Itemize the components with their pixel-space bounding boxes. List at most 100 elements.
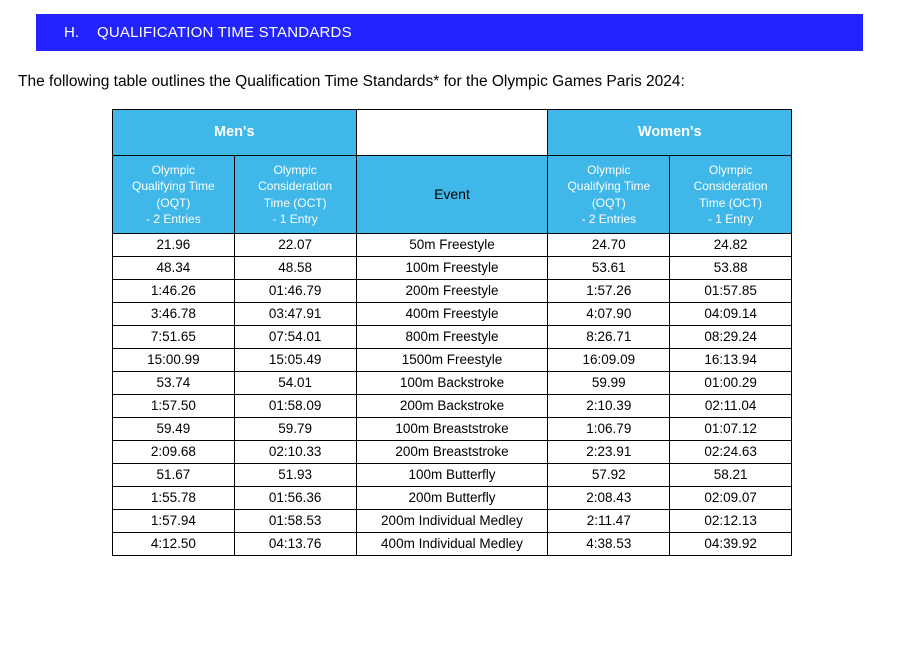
w-oct-cell: 04:09.14 xyxy=(670,303,792,326)
m-oqt-cell: 1:57.94 xyxy=(113,510,235,533)
m-oqt-cell: 3:46.78 xyxy=(113,303,235,326)
event-header-blank xyxy=(356,110,548,156)
table-row: 51.6751.93100m Butterfly57.9258.21 xyxy=(113,464,792,487)
section-title: QUALIFICATION TIME STANDARDS xyxy=(97,24,352,41)
w-oqt-cell: 8:26.71 xyxy=(548,326,670,349)
event-cell: 200m Butterfly xyxy=(356,487,548,510)
m-oqt-cell: 1:55.78 xyxy=(113,487,235,510)
event-cell: 100m Breaststroke xyxy=(356,418,548,441)
event-column-header: Event xyxy=(356,156,548,234)
table-row: 1:57.9401:58.53200m Individual Medley2:1… xyxy=(113,510,792,533)
m-oct-cell: 04:13.76 xyxy=(234,533,356,556)
w-oct-cell: 02:09.07 xyxy=(670,487,792,510)
m-oct-cell: 01:58.53 xyxy=(234,510,356,533)
section-header-bar: H. QUALIFICATION TIME STANDARDS xyxy=(36,14,863,51)
event-cell: 200m Freestyle xyxy=(356,280,548,303)
table-row: 7:51.6507:54.01800m Freestyle8:26.7108:2… xyxy=(113,326,792,349)
event-cell: 200m Backstroke xyxy=(356,395,548,418)
w-oqt-cell: 53.61 xyxy=(548,257,670,280)
standards-table-wrap: Men's Women's Olympic Qualifying Time (O… xyxy=(112,109,792,556)
w-oct-cell: 53.88 xyxy=(670,257,792,280)
table-row: 4:12.5004:13.76400m Individual Medley4:3… xyxy=(113,533,792,556)
w-oqt-cell: 2:08.43 xyxy=(548,487,670,510)
w-oqt-cell: 2:23.91 xyxy=(548,441,670,464)
w-oct-cell: 02:12.13 xyxy=(670,510,792,533)
m-oqt-cell: 51.67 xyxy=(113,464,235,487)
event-cell: 200m Individual Medley xyxy=(356,510,548,533)
table-row: 48.3448.58100m Freestyle53.6153.88 xyxy=(113,257,792,280)
w-oct-cell: 24.82 xyxy=(670,234,792,257)
w-oqt-cell: 4:38.53 xyxy=(548,533,670,556)
m-oct-cell: 07:54.01 xyxy=(234,326,356,349)
event-cell: 800m Freestyle xyxy=(356,326,548,349)
w-oqt-cell: 4:07.90 xyxy=(548,303,670,326)
w-oct-cell: 04:39.92 xyxy=(670,533,792,556)
mens-header: Men's xyxy=(113,110,357,156)
m-oct-cell: 01:56.36 xyxy=(234,487,356,510)
w-oct-cell: 08:29.24 xyxy=(670,326,792,349)
m-oct-cell: 22.07 xyxy=(234,234,356,257)
table-row: 2:09.6802:10.33200m Breaststroke2:23.910… xyxy=(113,441,792,464)
w-oqt-cell: 2:10.39 xyxy=(548,395,670,418)
m-oqt-cell: 1:57.50 xyxy=(113,395,235,418)
m-oct-cell: 59.79 xyxy=(234,418,356,441)
m-oct-cell: 51.93 xyxy=(234,464,356,487)
w-oct-cell: 01:00.29 xyxy=(670,372,792,395)
m-oqt-cell: 59.49 xyxy=(113,418,235,441)
w-oqt-cell: 2:11.47 xyxy=(548,510,670,533)
table-row: 59.4959.79100m Breaststroke1:06.7901:07.… xyxy=(113,418,792,441)
event-cell: 1500m Freestyle xyxy=(356,349,548,372)
standards-table: Men's Women's Olympic Qualifying Time (O… xyxy=(112,109,792,556)
m-oct-cell: 15:05.49 xyxy=(234,349,356,372)
w-oqt-cell: 24.70 xyxy=(548,234,670,257)
w-oct-cell: 16:13.94 xyxy=(670,349,792,372)
event-cell: 100m Backstroke xyxy=(356,372,548,395)
event-cell: 100m Freestyle xyxy=(356,257,548,280)
m-oct-cell: 01:46.79 xyxy=(234,280,356,303)
w-oqt-cell: 57.92 xyxy=(548,464,670,487)
table-row: 1:46.2601:46.79200m Freestyle1:57.2601:5… xyxy=(113,280,792,303)
table-row: 21.9622.0750m Freestyle24.7024.82 xyxy=(113,234,792,257)
w-oqt-cell: 59.99 xyxy=(548,372,670,395)
w-oct-cell: 01:07.12 xyxy=(670,418,792,441)
section-letter: H. xyxy=(64,24,79,41)
m-oqt-cell: 4:12.50 xyxy=(113,533,235,556)
table-row: 1:57.5001:58.09200m Backstroke2:10.3902:… xyxy=(113,395,792,418)
table-row: 53.7454.01100m Backstroke59.9901:00.29 xyxy=(113,372,792,395)
table-row: 15:00.9915:05.491500m Freestyle16:09.091… xyxy=(113,349,792,372)
m-oct-cell: 54.01 xyxy=(234,372,356,395)
womens-oct-header: Olympic Consideration Time (OCT) - 1 Ent… xyxy=(670,156,792,234)
event-cell: 400m Individual Medley xyxy=(356,533,548,556)
intro-text: The following table outlines the Qualifi… xyxy=(18,73,899,91)
m-oqt-cell: 21.96 xyxy=(113,234,235,257)
mens-oct-header: Olympic Consideration Time (OCT) - 1 Ent… xyxy=(234,156,356,234)
m-oqt-cell: 15:00.99 xyxy=(113,349,235,372)
m-oqt-cell: 48.34 xyxy=(113,257,235,280)
mens-oqt-header: Olympic Qualifying Time (OQT) - 2 Entrie… xyxy=(113,156,235,234)
w-oct-cell: 01:57.85 xyxy=(670,280,792,303)
w-oct-cell: 58.21 xyxy=(670,464,792,487)
w-oqt-cell: 1:06.79 xyxy=(548,418,670,441)
m-oqt-cell: 1:46.26 xyxy=(113,280,235,303)
m-oct-cell: 03:47.91 xyxy=(234,303,356,326)
m-oqt-cell: 2:09.68 xyxy=(113,441,235,464)
m-oct-cell: 48.58 xyxy=(234,257,356,280)
event-cell: 200m Breaststroke xyxy=(356,441,548,464)
w-oct-cell: 02:24.63 xyxy=(670,441,792,464)
gender-header-row: Men's Women's xyxy=(113,110,792,156)
m-oct-cell: 01:58.09 xyxy=(234,395,356,418)
event-cell: 400m Freestyle xyxy=(356,303,548,326)
m-oct-cell: 02:10.33 xyxy=(234,441,356,464)
w-oqt-cell: 1:57.26 xyxy=(548,280,670,303)
womens-oqt-header: Olympic Qualifying Time (OQT) - 2 Entrie… xyxy=(548,156,670,234)
m-oqt-cell: 53.74 xyxy=(113,372,235,395)
m-oqt-cell: 7:51.65 xyxy=(113,326,235,349)
w-oct-cell: 02:11.04 xyxy=(670,395,792,418)
event-cell: 50m Freestyle xyxy=(356,234,548,257)
table-row: 3:46.7803:47.91400m Freestyle4:07.9004:0… xyxy=(113,303,792,326)
event-cell: 100m Butterfly xyxy=(356,464,548,487)
sub-header-row: Olympic Qualifying Time (OQT) - 2 Entrie… xyxy=(113,156,792,234)
table-row: 1:55.7801:56.36200m Butterfly2:08.4302:0… xyxy=(113,487,792,510)
w-oqt-cell: 16:09.09 xyxy=(548,349,670,372)
womens-header: Women's xyxy=(548,110,792,156)
